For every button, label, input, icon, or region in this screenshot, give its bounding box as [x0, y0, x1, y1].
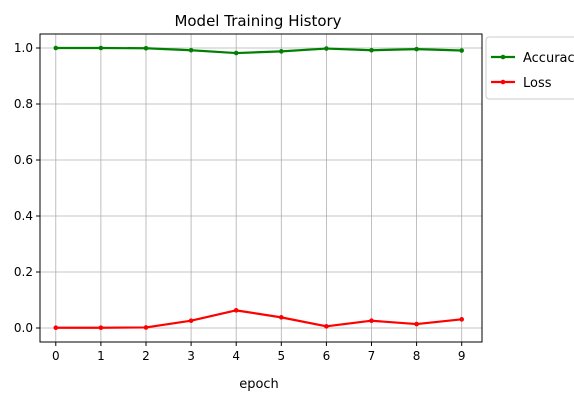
- loss-point: [324, 324, 329, 329]
- x-tick-label: 9: [458, 349, 466, 363]
- x-tick-label: 7: [368, 349, 376, 363]
- y-tick-label: 0.0: [14, 321, 33, 335]
- accuracy-point: [143, 45, 149, 51]
- legend-items: Accuracy Loss: [491, 51, 574, 91]
- loss-legend-label: Loss: [523, 76, 552, 91]
- grid-lines: [40, 34, 482, 342]
- y-tick-label: 0.6: [14, 153, 33, 167]
- x-tick-label: 1: [97, 349, 105, 363]
- accuracy-legend-marker: [500, 54, 506, 60]
- loss-point: [98, 325, 104, 331]
- accuracy-series-line: [55, 46, 462, 55]
- loss-point: [369, 318, 374, 324]
- loss-legend-marker: [500, 79, 506, 85]
- loss-series-line: [55, 309, 462, 329]
- loss-point: [233, 308, 239, 313]
- accuracy-point: [188, 47, 194, 53]
- accuracy-point: [278, 49, 284, 54]
- x-tick-label: 2: [142, 349, 150, 363]
- loss-point: [188, 318, 194, 324]
- x-tick-label: 8: [413, 349, 421, 363]
- loss-point: [53, 325, 59, 331]
- accuracy-point: [414, 46, 419, 52]
- x-tick-label: 6: [323, 349, 331, 363]
- accuracy-point: [459, 48, 465, 53]
- y-tick-label: 0.2: [14, 265, 33, 279]
- series-markers: [53, 45, 465, 331]
- x-tick-label: 5: [277, 349, 285, 363]
- loss-point: [414, 321, 419, 327]
- y-tick-label: 0.8: [14, 97, 33, 111]
- loss-point: [278, 315, 284, 320]
- loss-point: [459, 317, 465, 322]
- y-tick-label: 1.0: [14, 41, 33, 55]
- series-lines: [55, 46, 462, 329]
- x-tick-label: 4: [232, 349, 240, 363]
- x-axis-ticks: 0 1 2 3 4 5 6 7 8 9: [52, 342, 466, 363]
- accuracy-point: [369, 47, 374, 53]
- loss-point: [143, 325, 149, 330]
- legend-box: [485, 36, 574, 100]
- y-axis-ticks: 0.0 0.2 0.4 0.6 0.8 1.0: [14, 41, 40, 335]
- accuracy-point: [53, 45, 59, 51]
- chart-title: Model Training History: [174, 12, 341, 30]
- y-tick-label: 0.4: [14, 209, 33, 223]
- accuracy-legend-label: Accuracy: [523, 51, 574, 66]
- x-axis-label: epoch: [239, 377, 279, 392]
- accuracy-point: [233, 50, 239, 56]
- x-tick-label: 0: [52, 349, 60, 363]
- legend: Accuracy Loss: [485, 36, 574, 100]
- accuracy-point: [98, 45, 104, 51]
- x-tick-label: 3: [187, 349, 195, 363]
- plot-frame: [39, 33, 483, 343]
- accuracy-point: [324, 46, 329, 51]
